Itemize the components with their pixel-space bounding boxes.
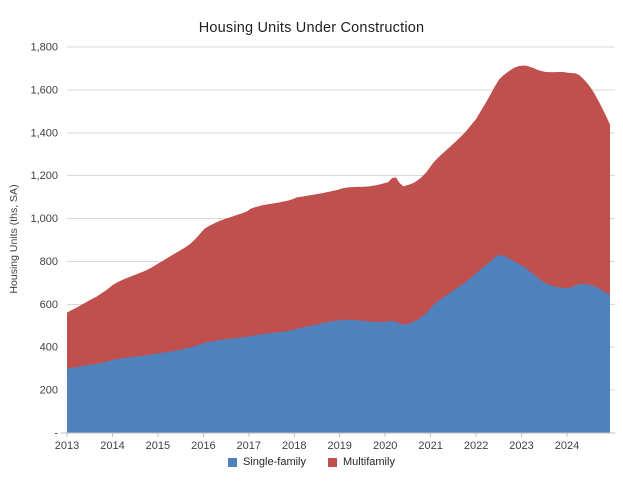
x-tick-label: 2022: [464, 440, 488, 452]
x-tick-label: 2013: [55, 440, 79, 452]
x-tick-label: 2016: [191, 440, 215, 452]
chart-title: Housing Units Under Construction: [198, 20, 425, 36]
x-tick-label: 2024: [555, 440, 579, 452]
area-single-family: [67, 254, 610, 433]
y-tick-label: 1,400: [30, 127, 58, 139]
multifamily-swatch-icon: [328, 457, 337, 467]
y-axis-title: Housing Units (ths, SA): [8, 184, 20, 294]
y-tick-label: 1,200: [30, 170, 58, 182]
x-tick-label: 2015: [146, 440, 170, 452]
legend-item-single-family: Single-family: [228, 456, 306, 468]
legend: Single-family Multifamily: [0, 456, 623, 468]
y-tick-label: 1,800: [30, 42, 58, 54]
x-tick-label: 2017: [237, 440, 261, 452]
x-tick-label: 2018: [282, 440, 306, 452]
x-tick-label: 2021: [418, 440, 442, 452]
y-tick-label: 400: [40, 342, 58, 354]
x-tick-label: 2020: [373, 440, 397, 452]
legend-item-multifamily: Multifamily: [328, 456, 395, 468]
legend-label: Multifamily: [343, 456, 395, 468]
y-tick-label: 1,600: [30, 84, 58, 96]
y-tick-label: 200: [40, 385, 58, 397]
y-tick-label: 800: [40, 256, 58, 268]
single-family-swatch-icon: [228, 457, 238, 467]
y-tick-label: -: [54, 428, 58, 440]
y-tick-label: 1,000: [30, 213, 58, 225]
x-tick-label: 2019: [327, 440, 351, 452]
x-tick-label: 2014: [100, 440, 124, 452]
y-tick-label: 600: [40, 299, 58, 311]
x-tick-label: 2023: [509, 440, 533, 452]
legend-label: Single-family: [243, 456, 306, 468]
